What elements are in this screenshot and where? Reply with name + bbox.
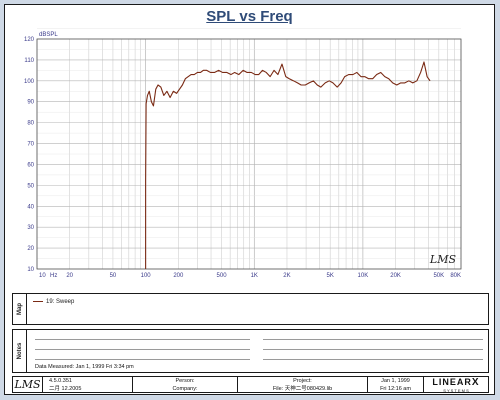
x-unit-label: Hz [50, 273, 57, 279]
y-tick-label: 90 [27, 100, 34, 106]
notes-line [35, 339, 250, 340]
footer-version-cell: 4.5.0.351 二月 12.2005 [43, 377, 133, 392]
brand-name: LINEAR [432, 377, 472, 387]
y-tick-label: 30 [27, 225, 34, 231]
person-label: Person: [175, 378, 195, 384]
y-axis-label: dBSPL [39, 32, 58, 38]
company-label: Company: [172, 386, 198, 392]
x-tick-label: 1K [251, 273, 258, 279]
chart-title: SPL vs Freq [206, 8, 293, 25]
notes-line [263, 349, 483, 350]
legend-tag-box: Map [13, 294, 27, 324]
y-tick-label: 120 [24, 37, 35, 43]
footer-brand-cell: LINEARX S Y S T E M S [424, 377, 488, 393]
y-tick-label: 80 [27, 121, 34, 127]
footer-time: Fri 12:16 am [380, 386, 411, 392]
x-tick-label: 80K [450, 273, 461, 279]
brand-sub: S Y S T E M S [443, 388, 469, 393]
notes-line [35, 349, 250, 350]
version-date: 二月 12.2005 [49, 386, 82, 392]
footer: LMS 4.5.0.351 二月 12.2005 Person: Company… [12, 376, 489, 393]
y-tick-label: 10 [27, 267, 34, 273]
measured-date: Data Measured: Jan 1, 1999 Fri 3:34 pm [35, 364, 134, 370]
brand-x: X [471, 377, 480, 388]
notes-section: Notes Data Measured: Jan 1, 1999 Fri 3:3… [12, 329, 489, 373]
x-tick-label: 100 [141, 273, 152, 279]
notes-tag-box: Notes [13, 330, 27, 372]
y-tick-label: 60 [27, 162, 34, 168]
legend-label: 19: Sweep [46, 299, 75, 305]
x-tick-label: 2K [283, 273, 290, 279]
footer-project-cell: Project: File: 天神二号080429.lib [238, 377, 368, 392]
footer-person-cell: Person: Company: [133, 377, 238, 392]
lms-watermark: LMS [429, 253, 457, 266]
footer-date: Jan 1, 1999 [381, 378, 410, 384]
y-tick-label: 100 [24, 79, 35, 85]
x-tick-label: 200 [173, 273, 184, 279]
legend-swatch [33, 300, 43, 302]
y-tick-label: 70 [27, 142, 34, 148]
lms-logo: LMS [14, 378, 41, 391]
notes-line [263, 359, 483, 360]
footer-date-cell: Jan 1, 1999 Fri 12:16 am [368, 377, 424, 392]
project-label: Project: [293, 378, 312, 384]
x-tick-label: 50 [110, 273, 117, 279]
y-tick-label: 40 [27, 204, 34, 210]
plot-border [36, 38, 462, 270]
notes-line [263, 339, 483, 340]
x-tick-label: 10K [358, 273, 369, 279]
project-file: File: 天神二号080429.lib [272, 386, 333, 392]
x-tick-label: 500 [217, 273, 228, 279]
y-tick-label: 110 [24, 58, 34, 64]
report-frame: SPL vs Freq 120 110 100 90 80 70 60 50 40 30 20 10 d… [4, 4, 495, 395]
legend-tag: Map [17, 303, 23, 315]
legend-item-sweep: 19: Sweep [33, 299, 74, 305]
version: 4.5.0.351 [49, 378, 72, 384]
x-tick-label: 10 [39, 273, 46, 279]
x-tick-label: 20K [390, 273, 401, 279]
x-tick-label: 5K [327, 273, 334, 279]
x-tick-label: 50K [433, 273, 444, 279]
spl-chart: 120 110 100 90 80 70 60 50 40 30 20 10 dBSPL 10 20 50 10… [24, 28, 462, 279]
y-tick-label: 50 [27, 183, 34, 189]
footer-logo-cell: LMS [13, 377, 43, 392]
notes-tag: Notes [17, 342, 23, 360]
legend-section: Map 19: Sweep [12, 293, 489, 325]
x-tick-label: 20 [66, 273, 73, 279]
y-tick-label: 20 [27, 246, 34, 252]
series-line [145, 61, 431, 269]
notes-line [35, 359, 250, 360]
